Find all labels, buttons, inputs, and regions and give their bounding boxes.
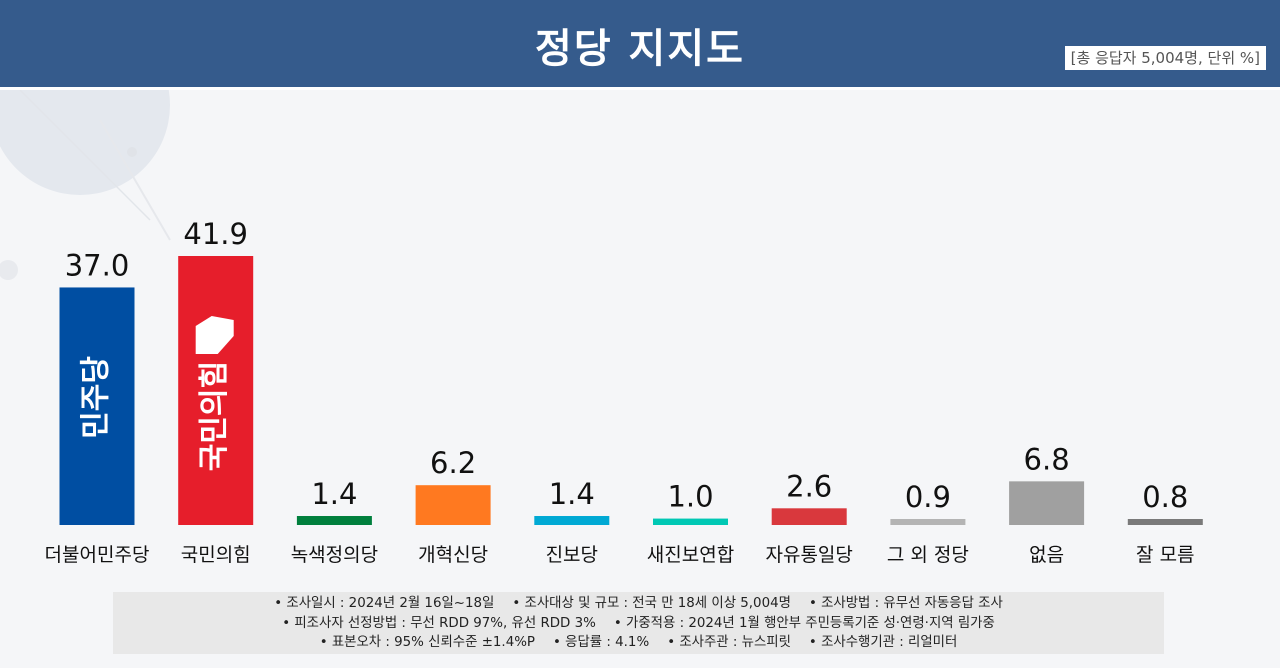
bar bbox=[771, 508, 847, 525]
notes-line: • 피조사자 선정방법 : 무선 RDD 97%, 유선 RDD 3% • 가중적… bbox=[113, 614, 1164, 634]
note-sampling: • 피조사자 선정방법 : 무선 RDD 97%, 유선 RDD 3% bbox=[282, 615, 596, 631]
value-label: 0.9 bbox=[905, 480, 951, 514]
bar-group: 0.9 그 외 정당 bbox=[887, 480, 969, 566]
bar bbox=[890, 519, 966, 525]
chart-subtitle: [총 응답자 5,004명, 단위 %] bbox=[1064, 46, 1266, 70]
category-label: 더불어민주당 bbox=[45, 544, 150, 566]
category-label: 잘 모름 bbox=[1136, 544, 1194, 566]
party-logo-text: 민주당 bbox=[79, 356, 114, 439]
category-label: 새진보연합 bbox=[647, 544, 734, 566]
category-label: 그 외 정당 bbox=[887, 544, 969, 566]
survey-notes: • 조사일시 : 2024년 2월 16일~18일 • 조사대상 및 규모 : 전… bbox=[113, 592, 1164, 654]
bar-group: 1.0 새진보연합 bbox=[647, 480, 734, 566]
value-label: 1.0 bbox=[667, 480, 713, 514]
bar bbox=[178, 256, 254, 525]
decorative-dot bbox=[127, 147, 137, 157]
bar bbox=[1009, 481, 1085, 525]
note-survey-target: • 조사대상 및 규모 : 전국 만 18세 이상 5,004명 bbox=[512, 596, 791, 611]
bar bbox=[415, 485, 491, 525]
bar-group: 1.4 녹색정의당 bbox=[291, 477, 378, 566]
note-weighting: • 가중적용 : 2024년 1월 행안부 주민등록기준 성·연령·지역 림가중 bbox=[613, 615, 995, 631]
note-response-rate: • 응답률 : 4.1% bbox=[553, 635, 650, 650]
note-survey-date: • 조사일시 : 2024년 2월 16일~18일 bbox=[274, 596, 495, 611]
bar-group: 6.2 개혁신당 bbox=[415, 446, 491, 566]
category-label: 진보당 bbox=[546, 544, 598, 566]
decorative-line bbox=[19, 90, 151, 221]
value-label: 37.0 bbox=[65, 248, 130, 282]
category-label: 자유통일당 bbox=[765, 544, 852, 566]
note-survey-method: • 조사방법 : 유무선 자동응답 조사 bbox=[808, 596, 1003, 611]
value-label: 0.8 bbox=[1142, 480, 1188, 514]
bar-chart: 37.0더불어민주당민주당41.9국민의힘국민의힘1.4녹색정의당6.2개혁신당… bbox=[45, 217, 1203, 566]
bar-group: 37.0 더불어민주당 민주당 bbox=[45, 248, 150, 566]
category-label: 국민의힘 bbox=[181, 544, 251, 566]
note-conductor: • 조사수행기관 : 리얼미터 bbox=[808, 635, 958, 650]
value-label: 2.6 bbox=[786, 469, 832, 503]
notes-line: • 표본오차 : 95% 신뢰수준 ±1.4%P • 응답률 : 4.1% • 조사… bbox=[113, 633, 1164, 653]
chart-title: 정당 지지도 bbox=[535, 26, 745, 72]
category-label: 없음 bbox=[1029, 544, 1064, 566]
category-label: 녹색정의당 bbox=[291, 544, 378, 566]
value-label: 41.9 bbox=[183, 217, 248, 251]
bar-group: 0.8 잘 모름 bbox=[1127, 480, 1203, 566]
category-label: 개혁신당 bbox=[418, 544, 488, 566]
bar bbox=[1127, 519, 1203, 525]
party-logo-text: 국민의힘 bbox=[197, 361, 232, 471]
value-label: 6.8 bbox=[1024, 442, 1070, 476]
party-emblem bbox=[195, 316, 234, 354]
notes-line: • 조사일시 : 2024년 2월 16일~18일 • 조사대상 및 규모 : 전… bbox=[113, 594, 1164, 614]
value-label: 1.4 bbox=[311, 477, 357, 511]
decorative-line bbox=[99, 119, 171, 241]
bar-group: 6.8 없음 bbox=[1009, 442, 1085, 566]
header-bar: 정당 지지도 [총 응답자 5,004명, 단위 %] bbox=[0, 0, 1280, 87]
bar bbox=[59, 287, 135, 525]
bar bbox=[534, 516, 610, 525]
bar bbox=[296, 516, 372, 525]
header-divider bbox=[0, 87, 1280, 90]
bar-group: 2.6 자유통일당 bbox=[765, 469, 852, 566]
note-margin-error: • 표본오차 : 95% 신뢰수준 ±1.4%P bbox=[319, 635, 536, 650]
bar bbox=[653, 518, 728, 525]
decorative-dot bbox=[0, 260, 18, 280]
background-decoration bbox=[0, 90, 171, 280]
note-sponsor: • 조사주관 : 뉴스피릿 bbox=[667, 635, 791, 650]
bar-group: 1.4 진보당 bbox=[534, 477, 610, 566]
value-label: 1.4 bbox=[549, 477, 595, 511]
value-label: 6.2 bbox=[430, 446, 476, 480]
